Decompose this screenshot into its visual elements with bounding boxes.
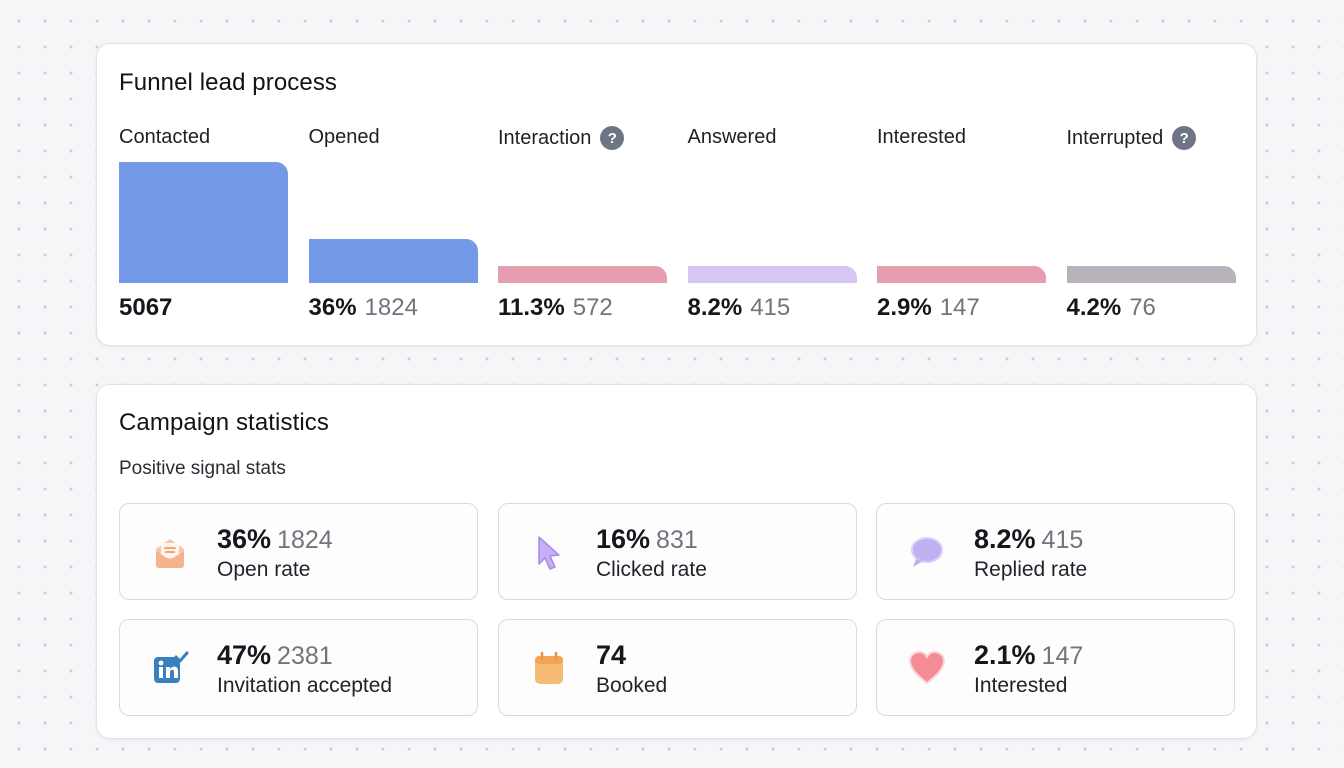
stat-percent: 74 <box>596 640 627 670</box>
stat-label: Open rate <box>217 558 311 581</box>
funnel-bar <box>308 239 478 283</box>
stat-values: 74 <box>596 640 626 671</box>
stage-percent: 11.3% <box>498 294 565 321</box>
funnel-stage-label: Interaction? <box>498 126 625 150</box>
funnel-stage-values: 5067 <box>119 294 172 322</box>
stage-count: 147 <box>939 294 980 321</box>
stage-percent: 2.9% <box>877 294 932 321</box>
campaign-statistics-card: Campaign statistics Positive signal stat… <box>96 384 1257 739</box>
stat-percent: 36% <box>217 524 272 554</box>
stat-tile-booked[interactable]: 74 Booked <box>498 619 857 716</box>
funnel-stage-label: Contacted <box>119 126 210 149</box>
stat-values: 16% 831 <box>596 524 698 555</box>
funnel-bar <box>877 266 1046 283</box>
funnel-bar <box>687 266 857 283</box>
funnel-stage-opened: Opened 36% 1824 <box>308 44 479 344</box>
stat-label: Clicked rate <box>596 558 707 581</box>
stage-percent: 4.2% <box>1066 294 1122 321</box>
stat-count: 415 <box>1041 526 1084 554</box>
stat-label: Replied rate <box>974 558 1088 581</box>
funnel-bar <box>1066 266 1236 283</box>
stat-count: 147 <box>1041 642 1084 670</box>
stage-percent: 36% <box>308 294 357 321</box>
funnel-stage-label: Interested <box>877 126 966 149</box>
funnel-stage-label: Interrupted? <box>1067 126 1197 150</box>
stage-label-text: Interested <box>877 126 966 148</box>
stat-percent: 16% <box>596 524 651 554</box>
stat-label: Invitation accepted <box>217 674 393 697</box>
funnel-stage-values: 36% 1824 <box>309 294 418 322</box>
funnel-bar <box>119 162 288 283</box>
stat-values: 2.1% 147 <box>974 640 1083 671</box>
funnel-card: Funnel lead process Contacted 5067 Opened 3… <box>96 43 1257 346</box>
funnel-stage-label: Opened <box>309 126 380 149</box>
envelope-icon <box>150 532 190 572</box>
stage-label-text: Contacted <box>119 126 211 148</box>
funnel-stage-interaction: Interaction? 11.3% 572 <box>498 44 668 344</box>
funnel-stage-interested: Interested 2.9% 147 <box>877 44 1047 344</box>
calendar-icon <box>529 648 569 688</box>
stage-label-text: Opened <box>308 126 380 148</box>
stat-label: Booked <box>596 674 668 697</box>
stat-count: 2381 <box>277 642 333 670</box>
stat-values: 47% 2381 <box>217 640 333 671</box>
stage-count: 76 <box>1129 294 1156 321</box>
stage-count: 572 <box>572 294 613 321</box>
campaign-title: Campaign statistics <box>119 409 329 436</box>
stat-percent: 8.2% <box>974 524 1036 554</box>
heart-icon <box>907 648 947 688</box>
stat-tile-invitation-accepted[interactable]: 47% 2381 Invitation accepted <box>119 619 478 716</box>
stage-label-text: Interaction <box>498 126 592 149</box>
stage-percent: 8.2% <box>687 294 743 321</box>
linkedin-check-icon <box>150 648 190 688</box>
stat-tile-replied-rate[interactable]: 8.2% 415 Replied rate <box>876 503 1235 600</box>
campaign-subtitle: Positive signal stats <box>119 458 286 479</box>
funnel-stage-values: 11.3% 572 <box>498 294 613 322</box>
funnel-stage-interrupted: Interrupted? 4.2% 76 <box>1066 44 1237 344</box>
funnel-stage-contacted: Contacted 5067 <box>119 44 289 344</box>
stat-percent: 2.1% <box>974 640 1036 670</box>
funnel-stage-answered: Answered 8.2% 415 <box>687 44 858 344</box>
stat-count: 1824 <box>277 526 333 554</box>
stage-label-text: Answered <box>687 126 777 148</box>
funnel-stage-label: Answered <box>688 126 777 149</box>
stat-values: 36% 1824 <box>217 524 333 555</box>
stat-label: Interested <box>974 674 1068 697</box>
stat-values: 8.2% 415 <box>974 524 1083 555</box>
funnel-stage-values: 4.2% 76 <box>1067 294 1156 322</box>
stage-count: 1824 <box>364 294 418 321</box>
chat-bubble-icon <box>907 532 947 572</box>
stat-tile-clicked-rate[interactable]: 16% 831 Clicked rate <box>498 503 857 600</box>
stage-count: 5067 <box>119 294 173 321</box>
funnel-title: Funnel lead process <box>119 69 338 96</box>
cursor-icon <box>529 532 569 572</box>
stat-count: 831 <box>656 526 698 554</box>
help-icon[interactable]: ? <box>600 126 625 150</box>
stat-tile-interested[interactable]: 2.1% 147 Interested <box>876 619 1235 716</box>
funnel-bar <box>498 266 667 283</box>
stat-tile-open-rate[interactable]: 36% 1824 Open rate <box>119 503 478 600</box>
funnel-stage-values: 8.2% 415 <box>688 294 791 322</box>
funnel-stage-values: 2.9% 147 <box>877 294 980 322</box>
stat-percent: 47% <box>217 640 272 670</box>
stage-label-text: Interrupted <box>1066 126 1164 149</box>
help-icon[interactable]: ? <box>1172 126 1197 150</box>
stage-count: 415 <box>750 294 791 321</box>
